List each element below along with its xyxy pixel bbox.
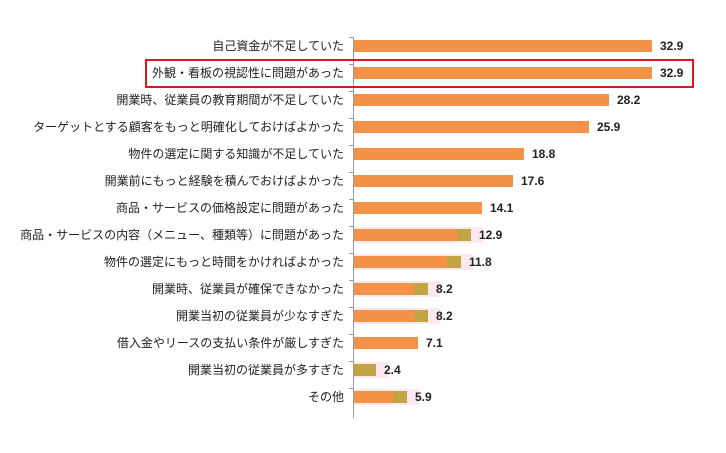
axis-tick <box>349 361 353 362</box>
axis-tick <box>349 334 353 335</box>
category-label: 商品・サービスの価格設定に問題があった <box>115 201 344 215</box>
bar-tint <box>393 391 407 403</box>
category-label: ターゲットとする顧客をもっと明確化しておけばよかった <box>33 120 344 134</box>
category-label: 商品・サービスの内容（メニュー、種類等）に問題があった <box>20 228 344 242</box>
bar-row: 商品・サービスの価格設定に問題があった 14.1 <box>0 195 726 222</box>
value-label: 7.1 <box>426 336 443 350</box>
value-label: 17.6 <box>521 174 545 188</box>
bar-tint <box>457 229 471 241</box>
bar <box>354 202 482 214</box>
axis-tick <box>349 388 353 389</box>
value-label: 14.1 <box>490 201 514 215</box>
axis-tick <box>349 199 353 200</box>
value-label: 11.8 <box>469 255 492 269</box>
value-label: 28.2 <box>617 93 641 107</box>
category-label: 開業当初の従業員が多すぎた <box>187 363 344 377</box>
bar-row: ターゲットとする顧客をもっと明確化しておけばよかった 25.9 <box>0 114 726 141</box>
bar-tint <box>354 364 376 376</box>
axis-tick <box>349 145 353 146</box>
value-label: 2.4 <box>384 363 401 377</box>
bar-tint <box>414 283 428 295</box>
bar-row: 開業当初の従業員が多すぎた 2.4 <box>0 357 726 384</box>
bar <box>354 256 461 268</box>
axis-tick <box>349 172 353 173</box>
value-label: 32.9 <box>660 66 684 80</box>
bar <box>354 229 471 241</box>
axis-tick <box>349 118 353 119</box>
category-label: 開業時、従業員が確保できなかった <box>151 282 344 296</box>
bar-row: 開業時、従業員の教育期間が不足していた 28.2 <box>0 87 726 114</box>
value-label: 12.9 <box>479 228 503 242</box>
y-axis-line <box>353 37 354 418</box>
category-label: 自己資金が不足していた <box>212 39 344 53</box>
bar <box>354 337 418 349</box>
bar-row: 開業当初の従業員が少なすぎた 8.2 <box>0 303 726 330</box>
bar-row: 外観・看板の視認性に問題があった 32.9 <box>0 60 726 87</box>
category-label: 開業時、従業員の教育期間が不足していた <box>116 93 344 107</box>
bar <box>354 364 376 376</box>
bar-tint <box>447 256 461 268</box>
bar <box>354 283 428 295</box>
bar-row: 自己資金が不足していた 32.9 <box>0 33 726 60</box>
bar <box>354 391 407 403</box>
bar-row: 開業時、従業員が確保できなかった 8.2 <box>0 276 726 303</box>
value-label: 25.9 <box>597 120 621 134</box>
bar <box>354 94 609 106</box>
value-label: 8.2 <box>436 309 453 323</box>
category-label: 外観・看板の視認性に問題があった <box>151 66 344 80</box>
bar <box>354 175 513 187</box>
value-label: 5.9 <box>415 390 432 404</box>
bar-row: 開業前にもっと経験を積んでおけばよかった 17.6 <box>0 168 726 195</box>
axis-tick <box>349 307 353 308</box>
bar-row: 物件の選定にもっと時間をかければよかった 11.8 <box>0 249 726 276</box>
category-label: その他 <box>307 390 344 404</box>
bar <box>354 40 652 52</box>
bar <box>354 310 428 322</box>
axis-tick <box>349 226 353 227</box>
category-label: 物件の選定に関する知識が不足していた <box>128 147 344 161</box>
category-label: 借入金やリースの支払い条件が厳しすぎた <box>116 336 344 350</box>
bar <box>354 121 589 133</box>
category-label: 開業前にもっと経験を積んでおけばよかった <box>104 174 344 188</box>
axis-tick <box>349 91 353 92</box>
axis-tick <box>349 253 353 254</box>
bar-row: 商品・サービスの内容（メニュー、種類等）に問題があった 12.9 <box>0 222 726 249</box>
bar-row: 借入金やリースの支払い条件が厳しすぎた 7.1 <box>0 330 726 357</box>
bar-row: 物件の選定に関する知識が不足していた 18.8 <box>0 141 726 168</box>
value-label: 32.9 <box>660 39 684 53</box>
bar-tint <box>414 310 428 322</box>
bar <box>354 148 524 160</box>
category-label: 開業当初の従業員が少なすぎた <box>175 309 344 323</box>
category-label: 物件の選定にもっと時間をかければよかった <box>103 255 344 269</box>
axis-tick <box>349 64 353 65</box>
value-label: 18.8 <box>532 147 556 161</box>
axis-tick <box>349 37 353 38</box>
bar <box>354 67 652 79</box>
highlight-box <box>145 59 694 88</box>
value-label: 8.2 <box>436 282 453 296</box>
axis-tick <box>349 280 353 281</box>
bar-row: その他 5.9 <box>0 384 726 411</box>
